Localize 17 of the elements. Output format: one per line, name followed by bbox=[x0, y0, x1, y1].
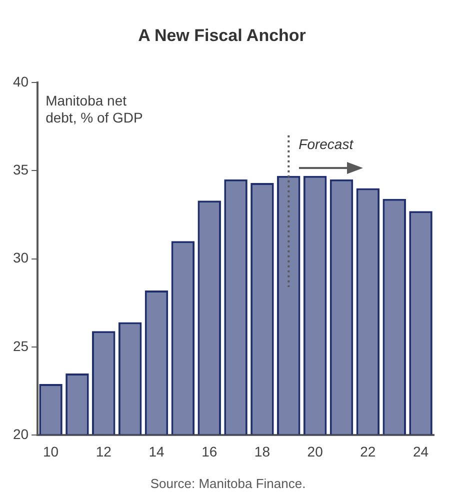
y-tick-label: 20 bbox=[12, 426, 29, 442]
x-tick-label: 18 bbox=[254, 443, 270, 460]
ref-line-label: Forecast bbox=[298, 136, 354, 152]
x-tick-label: 22 bbox=[360, 443, 376, 460]
annotation: Manitoba net debt, % of GDP bbox=[46, 92, 143, 126]
x-tick-label: 10 bbox=[42, 443, 59, 460]
y-tick-label: 40 bbox=[12, 73, 29, 90]
x-tick-label: 16 bbox=[202, 443, 218, 460]
chart-title: A New Fiscal Anchor bbox=[138, 26, 306, 45]
x-tick-label: 12 bbox=[96, 443, 112, 460]
y-tick-label: 35 bbox=[12, 161, 29, 178]
x-tick-label: 14 bbox=[148, 443, 164, 460]
y-tick-label: 25 bbox=[12, 338, 29, 354]
x-tick-label: 20 bbox=[307, 443, 324, 460]
x-tick-label: 24 bbox=[412, 443, 429, 460]
y-tick-label: 30 bbox=[12, 250, 29, 266]
source-note: Source: Manitoba Finance. bbox=[150, 476, 306, 492]
